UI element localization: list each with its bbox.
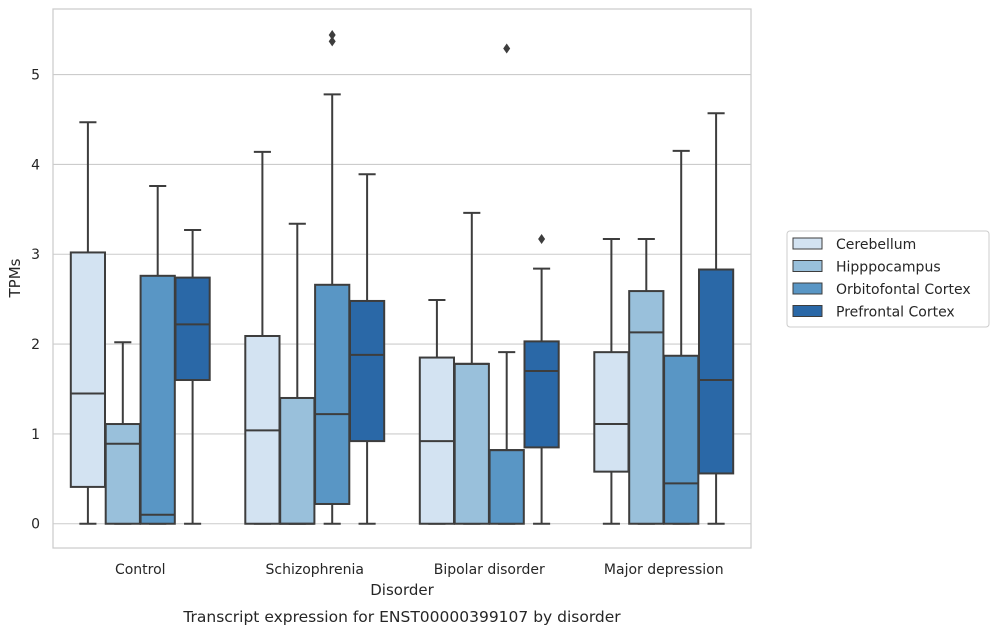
box-plots [69, 30, 735, 525]
legend-label: Hipppocampus [836, 260, 941, 276]
box-3-0 [593, 237, 630, 525]
legend: Cerebellum Hipppocampus Orbitofontal Corte… [786, 230, 990, 328]
x-axis-ticks: Control Schizophrenia Bipolar disorder Majo… [115, 562, 724, 578]
y-axis-label: TPMs [6, 258, 24, 298]
box-body [663, 354, 700, 525]
box-body [104, 423, 141, 525]
box-body [593, 351, 630, 473]
legend-swatch [792, 282, 823, 295]
legend-swatch [792, 305, 823, 317]
chart-caption: Transcript expression for ENST0000039910… [182, 608, 621, 626]
box-1-0 [244, 150, 281, 525]
box-body [628, 290, 665, 525]
outlier-point [328, 30, 336, 41]
box-body [174, 276, 211, 382]
box-3-1 [628, 237, 665, 525]
box-body [314, 283, 351, 505]
box-2-2 [488, 43, 525, 525]
plot-frame [52, 8, 752, 549]
x-tick-label: Control [115, 562, 166, 578]
outlier-point [328, 36, 336, 47]
legend-label: Orbitofontal Cortex [836, 282, 971, 298]
box-body [69, 251, 107, 488]
box-body [523, 340, 560, 449]
box-1-1 [279, 222, 316, 525]
y-tick-label: 4 [31, 157, 40, 173]
x-axis-label: Disorder [370, 581, 434, 599]
box-0-1 [104, 341, 141, 525]
box-body [348, 299, 386, 443]
box-1-2 [314, 30, 351, 525]
box-3-2 [663, 149, 700, 525]
x-tick-label: Schizophrenia [266, 562, 364, 578]
box-body [279, 396, 316, 525]
y-tick-label: 5 [31, 68, 40, 84]
box-3-3 [697, 112, 735, 525]
legend-label: Cerebellum [836, 237, 916, 253]
outlier-point [538, 233, 546, 244]
legend-swatch [792, 260, 823, 272]
legend-swatch [792, 237, 823, 250]
box-body [488, 449, 525, 525]
y-tick-label: 0 [31, 517, 40, 533]
box-1-3 [348, 173, 386, 525]
y-tick-label: 2 [31, 337, 40, 353]
box-0-0 [69, 121, 107, 525]
x-tick-label: Major depression [604, 562, 724, 578]
box-body [139, 274, 176, 525]
outlier-point [503, 43, 511, 54]
x-tick-label: Bipolar disorder [434, 562, 545, 578]
legend-frame [786, 230, 990, 328]
box-0-3 [174, 228, 211, 525]
box-2-0 [418, 299, 456, 525]
box-0-2 [139, 184, 176, 525]
box-2-1 [453, 211, 490, 525]
legend-label: Prefrontal Cortex [836, 305, 955, 321]
y-tick-label: 1 [31, 427, 40, 443]
y-axis-ticks: 0 1 2 3 4 5 [31, 68, 40, 533]
y-tick-label: 3 [31, 247, 40, 263]
box-body [697, 268, 735, 475]
box-2-3 [523, 233, 560, 525]
box-body [453, 362, 490, 525]
